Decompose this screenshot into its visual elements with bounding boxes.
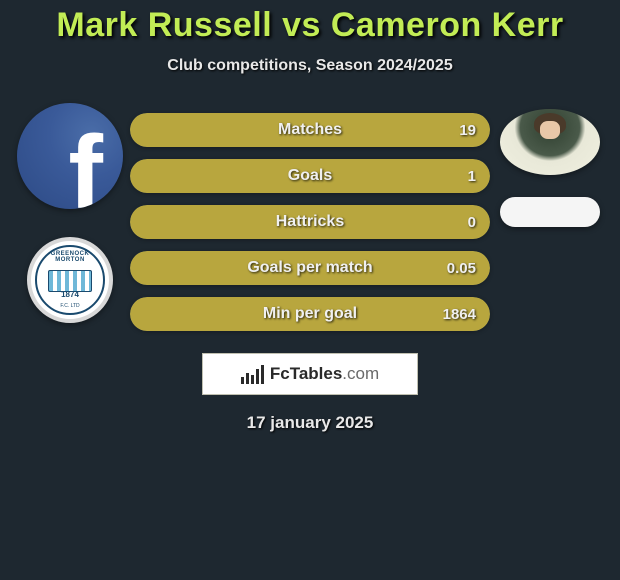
stat-value: 0	[468, 214, 476, 231]
stat-label: Matches	[130, 121, 490, 139]
stat-label: Min per goal	[130, 305, 490, 323]
stat-value: 0.05	[447, 260, 476, 277]
stat-label: Hattricks	[130, 213, 490, 231]
page-subtitle: Club competitions, Season 2024/2025	[0, 57, 620, 75]
stat-label: Goals	[130, 167, 490, 185]
stat-bar: Goals per match0.05	[130, 251, 490, 285]
stats-column: Matches19 Goals1 Hattricks0 Goals per match…	[130, 103, 490, 331]
brand-box: FcTables.com	[202, 353, 418, 395]
club-badge-year: 1874	[61, 290, 79, 299]
content-row: GREENOCK MORTON 1874 F.C. LTD Matches19 G…	[0, 103, 620, 331]
stat-bar: Matches19	[130, 113, 490, 147]
club-badge-name: GREENOCK MORTON	[37, 251, 103, 263]
left-column: GREENOCK MORTON 1874 F.C. LTD	[10, 103, 130, 323]
brand-domain: .com	[342, 364, 379, 383]
club-badge-stripes	[48, 270, 92, 292]
player-photo-avatar	[500, 109, 600, 175]
club-badge-morton: GREENOCK MORTON 1874 F.C. LTD	[27, 237, 113, 323]
stat-bar: Min per goal1864	[130, 297, 490, 331]
stat-value: 1	[468, 168, 476, 185]
stat-bar: Goals1	[130, 159, 490, 193]
page-title: Mark Russell vs Cameron Kerr	[0, 6, 620, 45]
facebook-avatar-icon	[17, 103, 123, 209]
date-text: 17 january 2025	[0, 413, 620, 433]
stat-value: 19	[459, 122, 476, 139]
stat-label: Goals per match	[130, 259, 490, 277]
brand-text: FcTables.com	[270, 364, 379, 384]
infographic-container: Mark Russell vs Cameron Kerr Club compet…	[0, 0, 620, 433]
brand-name: FcTables	[270, 364, 342, 383]
club-pill-blank	[500, 197, 600, 227]
right-column	[490, 103, 610, 227]
brand-chart-icon	[241, 365, 264, 384]
stat-bar: Hattricks0	[130, 205, 490, 239]
stat-value: 1864	[443, 306, 476, 323]
club-badge-suffix: F.C. LTD	[60, 303, 79, 309]
